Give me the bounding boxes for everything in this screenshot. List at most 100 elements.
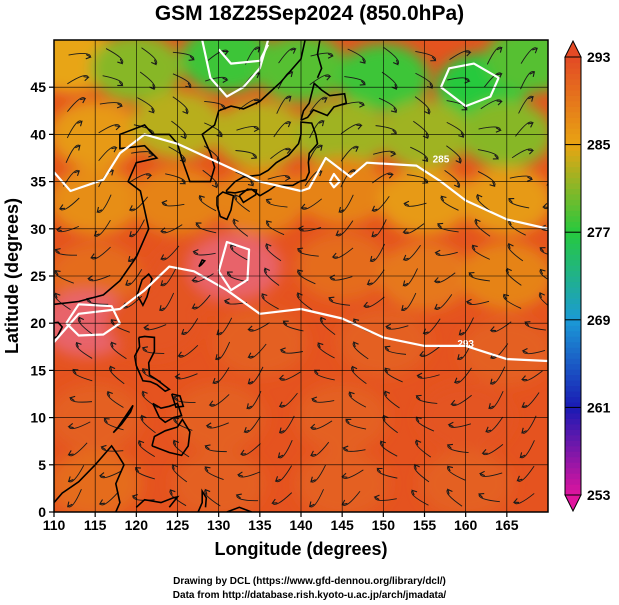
streamline-arrow [264, 267, 271, 274]
streamline [336, 220, 354, 237]
streamline-arrow [277, 452, 284, 459]
streamline-arrow [310, 450, 317, 457]
x-tick-label: 165 [495, 517, 519, 533]
streamline [478, 126, 501, 131]
streamline [271, 492, 293, 505]
streamline [373, 150, 396, 155]
streamline-arrow [328, 296, 335, 302]
coast-newguinea [226, 506, 252, 512]
streamline-arrow [478, 470, 485, 477]
streamline-arrow [204, 444, 211, 450]
colorbar-segment [565, 155, 581, 162]
streamline [385, 325, 409, 330]
streamline [68, 442, 88, 457]
colorbar-segment [565, 297, 581, 304]
streamline-arrow [300, 203, 307, 209]
streamline-arrow [179, 179, 187, 185]
colorbar-segment [565, 407, 581, 414]
streamline-arrow [134, 467, 141, 473]
streamline-arrow [380, 440, 386, 447]
streamline-arrow [512, 498, 520, 503]
streamline-arrow [151, 59, 157, 66]
streamline [280, 349, 303, 354]
streamline [207, 49, 229, 61]
streamline [520, 47, 538, 64]
streamline-arrow [69, 395, 76, 402]
streamline [339, 194, 354, 213]
streamline-arrow [254, 46, 261, 53]
colorbar-segment [565, 199, 581, 206]
streamline [476, 194, 492, 213]
streamline [446, 489, 463, 507]
streamline [309, 489, 324, 508]
streamline [414, 96, 431, 114]
streamline [509, 175, 533, 180]
streamline-arrow [317, 342, 324, 348]
streamline-arrow [278, 374, 285, 380]
streamline [261, 293, 279, 310]
streamline [266, 199, 288, 208]
colorbar-segment [565, 67, 581, 75]
streamline [309, 74, 331, 86]
credit-drawing: Drawing by DCL (https://www.gfd-dennou.o… [173, 576, 446, 587]
colorbar-segment [565, 188, 581, 195]
streamline [165, 173, 186, 184]
streamline-arrow [265, 220, 272, 226]
streamline-arrow [496, 46, 503, 53]
y-tick-label: 40 [30, 126, 46, 142]
streamline-arrow [251, 153, 258, 160]
streamline [309, 120, 324, 139]
colorbar-segment [565, 84, 581, 91]
x-axis-label: Longitude (degrees) [214, 539, 387, 559]
streamline [413, 464, 430, 483]
streamline-arrow [345, 418, 352, 424]
colorbar-segment [565, 270, 581, 277]
y-tick-label: 30 [30, 221, 46, 237]
streamline-arrow [212, 377, 219, 384]
streamline [449, 50, 471, 61]
colorbar-segment [565, 150, 581, 157]
streamline-arrow [67, 450, 74, 456]
streamline-arrow [554, 451, 559, 456]
y-tick-label: 35 [30, 174, 46, 190]
streamline [459, 317, 474, 336]
colorbar-segment [565, 106, 581, 113]
streamline-arrow [359, 102, 366, 108]
streamline [434, 272, 456, 284]
colorbar-segment [565, 336, 581, 343]
streamline-arrow [369, 255, 376, 262]
streamline [371, 219, 387, 238]
streamline-arrow [433, 277, 440, 283]
streamline [521, 370, 543, 382]
streamline [206, 422, 229, 429]
streamline [413, 120, 429, 139]
streamline [329, 276, 353, 281]
colorbar-label: 285 [587, 137, 611, 153]
colorbar-segment [565, 445, 581, 452]
streamline-arrow [458, 329, 465, 336]
colorbar-segment [565, 369, 581, 376]
colorbar-segment [565, 358, 581, 365]
colorbar-segment [565, 489, 581, 496]
colorbar-segment [565, 484, 581, 491]
streamline-arrow [359, 80, 366, 86]
streamline [444, 169, 461, 188]
streamline-arrow [247, 378, 254, 385]
x-tick-label: 160 [454, 517, 478, 533]
streamline-arrow [109, 365, 116, 372]
streamline [351, 366, 367, 385]
streamline-arrow [325, 75, 332, 81]
colorbar-segment [565, 380, 581, 387]
colorbar-segment [565, 314, 581, 321]
colorbar-segment [565, 193, 581, 200]
streamline-arrow [342, 445, 349, 451]
streamline-arrow [161, 200, 168, 206]
streamline [275, 465, 293, 483]
streamline [65, 144, 81, 163]
streamline [54, 270, 74, 284]
streamline-arrow [247, 180, 254, 187]
streamline [383, 47, 400, 65]
streamline-arrow [116, 103, 124, 109]
colorbar-segment [565, 243, 581, 250]
streamline [310, 420, 333, 430]
